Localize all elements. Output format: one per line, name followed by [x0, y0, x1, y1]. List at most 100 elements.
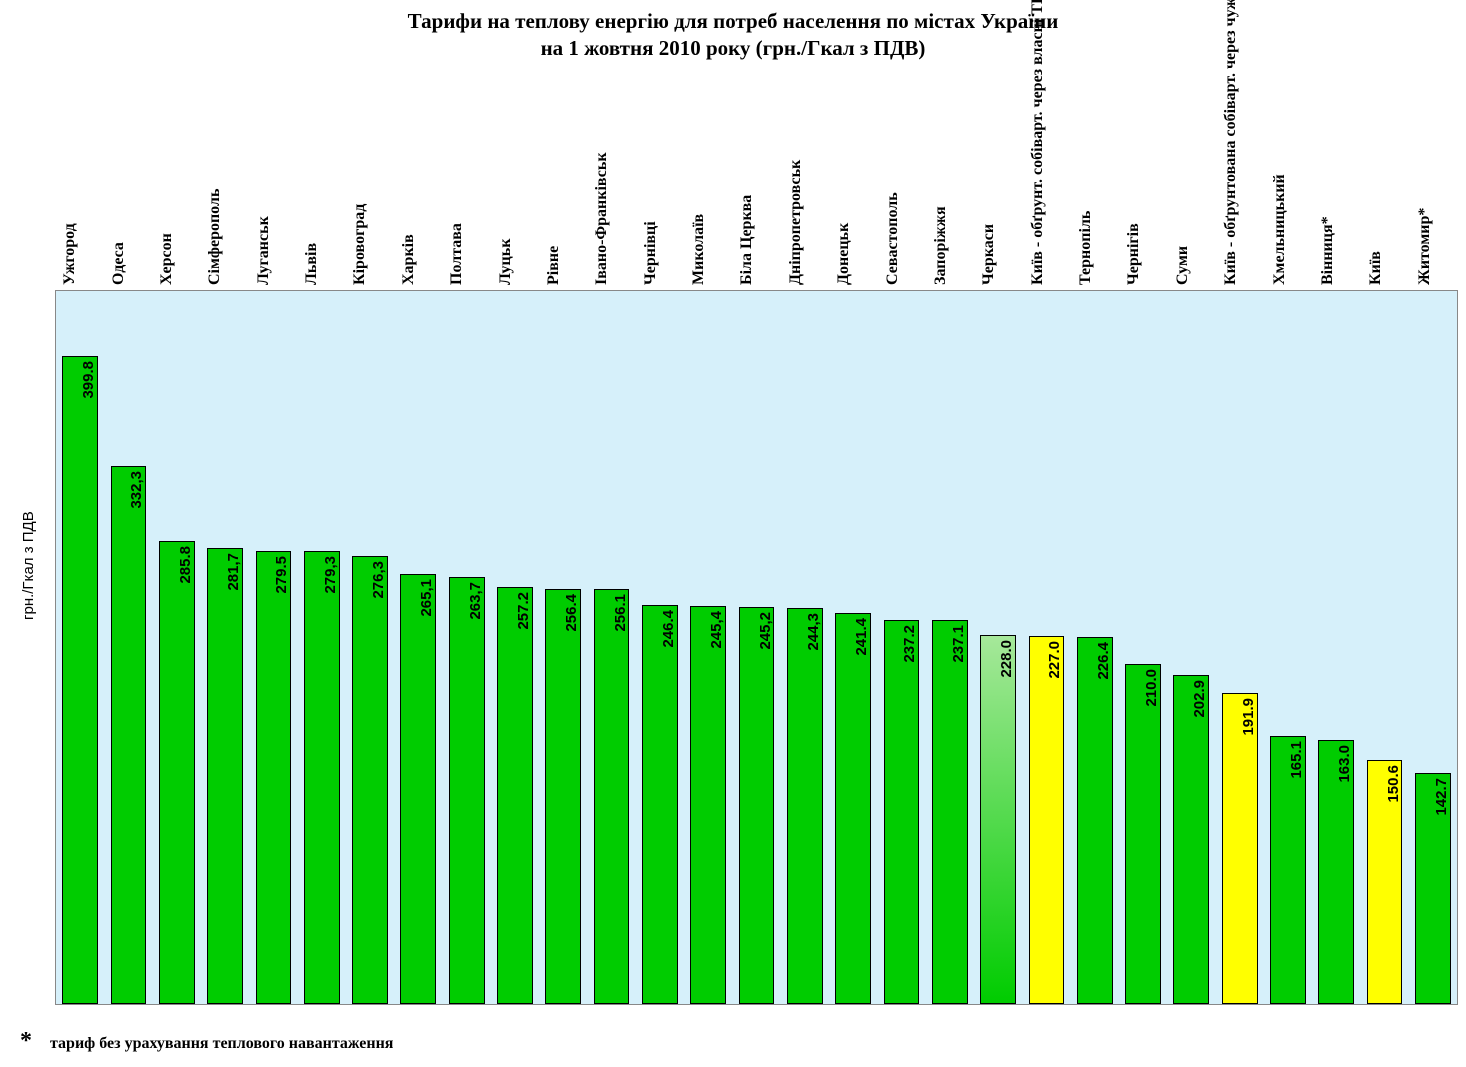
- category-labels-row: УжгородОдесаХерсонСімферопольЛуганськЛьв…: [55, 62, 1458, 287]
- bar: 202.9: [1173, 675, 1209, 1004]
- bar-value-label: 256.1: [612, 594, 629, 632]
- bar-slot: 227.0: [1022, 291, 1070, 1004]
- category-label-cell: Київ: [1361, 62, 1409, 287]
- bar-slot: 256.4: [539, 291, 587, 1004]
- bar: 279,3: [304, 551, 340, 1004]
- bar-value-label: 285.8: [177, 546, 194, 584]
- bar: 256.4: [545, 589, 581, 1004]
- bar-value-label: 279,3: [322, 556, 339, 594]
- chart-container: Тарифи на теплову енергію для потреб нас…: [0, 0, 1466, 1067]
- category-label-cell: Сімферополь: [200, 62, 248, 287]
- category-label: Херсон: [158, 233, 176, 285]
- bar: 279.5: [256, 551, 292, 1004]
- category-label: Житомир*: [1416, 208, 1434, 285]
- category-label: Черкаси: [980, 224, 998, 285]
- category-label-cell: Житомир*: [1410, 62, 1458, 287]
- category-label-cell: Ужгород: [55, 62, 103, 287]
- footnote: * тариф без урахування теплового наванта…: [20, 1028, 393, 1055]
- bar-value-label: 237.2: [901, 625, 918, 663]
- bar-value-label: 263,7: [467, 582, 484, 620]
- bar: 246.4: [642, 605, 678, 1004]
- bar-value-label: 165.1: [1288, 741, 1305, 779]
- category-label: Львів: [303, 243, 321, 285]
- category-label-cell: Харків: [394, 62, 442, 287]
- bar: 163.0: [1318, 740, 1354, 1004]
- category-label: Запоріжжя: [932, 206, 950, 285]
- bar-slot: 279,3: [298, 291, 346, 1004]
- bar-value-label: 257.2: [515, 592, 532, 630]
- category-label: Київ - обґрунтована собіварт. через чужі…: [1222, 0, 1240, 285]
- category-label: Чернігів: [1125, 223, 1143, 285]
- bar-value-label: 202.9: [1191, 680, 1208, 718]
- category-label-cell: Запоріжжя: [926, 62, 974, 287]
- bar-value-label: 227.0: [1046, 641, 1063, 679]
- category-label-cell: Івано-Франківськ: [587, 62, 635, 287]
- category-label-cell: Львів: [297, 62, 345, 287]
- category-label: Суми: [1174, 246, 1192, 285]
- category-label: Кіровоград: [351, 204, 369, 285]
- bar: 150.6: [1367, 760, 1403, 1004]
- bar-slot: 245,4: [684, 291, 732, 1004]
- category-label-cell: Суми: [1168, 62, 1216, 287]
- chart-title: Тарифи на теплову енергію для потреб нас…: [0, 0, 1466, 63]
- bar: 285.8: [159, 541, 195, 1004]
- bar: 245,4: [690, 606, 726, 1004]
- bar-slot: 256.1: [587, 291, 635, 1004]
- category-label-cell: Вінниця*: [1313, 62, 1361, 287]
- category-label: Ужгород: [61, 223, 79, 285]
- category-label-cell: Луцьк: [490, 62, 538, 287]
- bar-slot: 279.5: [249, 291, 297, 1004]
- bar: 241.4: [835, 613, 871, 1004]
- bar-slot: 142.7: [1409, 291, 1457, 1004]
- bar-value-label: 150.6: [1385, 765, 1402, 803]
- bar-slot: 165.1: [1264, 291, 1312, 1004]
- bar-slot: 285.8: [153, 291, 201, 1004]
- category-label: Миколаїв: [690, 214, 708, 285]
- category-label: Вінниця*: [1319, 216, 1337, 285]
- bar-slot: 245,2: [732, 291, 780, 1004]
- bar-slot: 332,3: [104, 291, 152, 1004]
- bar-slot: 244,3: [781, 291, 829, 1004]
- bar: 228.0: [980, 635, 1016, 1004]
- category-label-cell: Київ - обґрунт. собіварт. через власні Т…: [1023, 62, 1071, 287]
- bar-value-label: 245,4: [708, 611, 725, 649]
- bar-value-label: 163.0: [1336, 745, 1353, 783]
- bar: 257.2: [497, 587, 533, 1004]
- bar-slot: 150.6: [1360, 291, 1408, 1004]
- category-label-cell: Рівне: [539, 62, 587, 287]
- category-label-cell: Хмельницький: [1264, 62, 1312, 287]
- bar: 332,3: [111, 466, 147, 1004]
- bar-value-label: 256.4: [563, 594, 580, 632]
- bar-slot: 257.2: [491, 291, 539, 1004]
- bar-value-label: 265,1: [418, 579, 435, 617]
- category-label: Сімферополь: [206, 189, 224, 285]
- category-label-cell: Луганськ: [249, 62, 297, 287]
- category-label: Донецьк: [835, 223, 853, 285]
- category-label-cell: Кіровоград: [345, 62, 393, 287]
- bar: 210.0: [1125, 664, 1161, 1004]
- category-label-cell: Севастополь: [877, 62, 925, 287]
- category-label-cell: Біла Церква: [732, 62, 780, 287]
- bar-slot: 210.0: [1119, 291, 1167, 1004]
- bar-value-label: 226.4: [1095, 642, 1112, 680]
- plot-area: 399.8332,3285.8281,7279.5279,3276,3265,1…: [55, 290, 1458, 1005]
- category-label-cell: Тернопіль: [1071, 62, 1119, 287]
- category-label: Київ: [1367, 251, 1385, 285]
- bar-value-label: 279.5: [273, 556, 290, 594]
- footnote-text: тариф без урахування теплового навантаже…: [50, 1035, 393, 1055]
- bar: 399.8: [62, 356, 98, 1004]
- category-label: Харків: [400, 234, 418, 285]
- bar-value-label: 241.4: [853, 618, 870, 656]
- bar-slot: 241.4: [829, 291, 877, 1004]
- category-label: Луцьк: [497, 239, 515, 285]
- category-label: Севастополь: [884, 192, 902, 285]
- category-label-cell: Донецьк: [829, 62, 877, 287]
- bar: 191.9: [1222, 693, 1258, 1004]
- title-line1: Тарифи на теплову енергію для потреб нас…: [408, 9, 1059, 33]
- bar-slot: 399.8: [56, 291, 104, 1004]
- bar-value-label: 210.0: [1143, 669, 1160, 707]
- bar: 244,3: [787, 608, 823, 1004]
- category-label-cell: Дніпропетровськ: [781, 62, 829, 287]
- category-label-cell: Херсон: [152, 62, 200, 287]
- category-label-cell: Київ - обґрунтована собіварт. через чужі…: [1216, 62, 1264, 287]
